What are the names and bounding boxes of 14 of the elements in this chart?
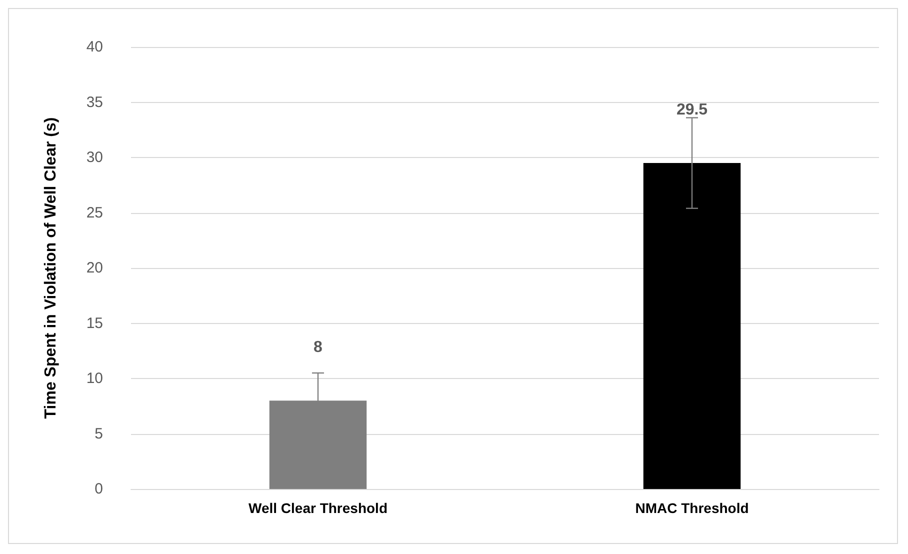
y-tick-label: 40	[86, 38, 103, 56]
y-tick-label: 0	[94, 480, 103, 498]
x-tick-label: NMAC Threshold	[635, 500, 749, 516]
y-tick-label: 20	[86, 260, 103, 276]
data-label: 29.5	[676, 102, 708, 119]
y-tick-label: 35	[86, 94, 103, 111]
x-tick-label: Well Clear Threshold	[248, 500, 388, 516]
y-axis-title: Time Spent in Violation of Well Clear (s)	[42, 117, 60, 419]
y-tick-label: 5	[94, 425, 103, 442]
y-tick-label: 30	[86, 149, 103, 166]
data-label: 8	[314, 339, 323, 356]
y-tick-label: 10	[86, 370, 103, 387]
y-tick-label: 25	[86, 204, 103, 222]
y-tick-label: 15	[86, 314, 103, 332]
